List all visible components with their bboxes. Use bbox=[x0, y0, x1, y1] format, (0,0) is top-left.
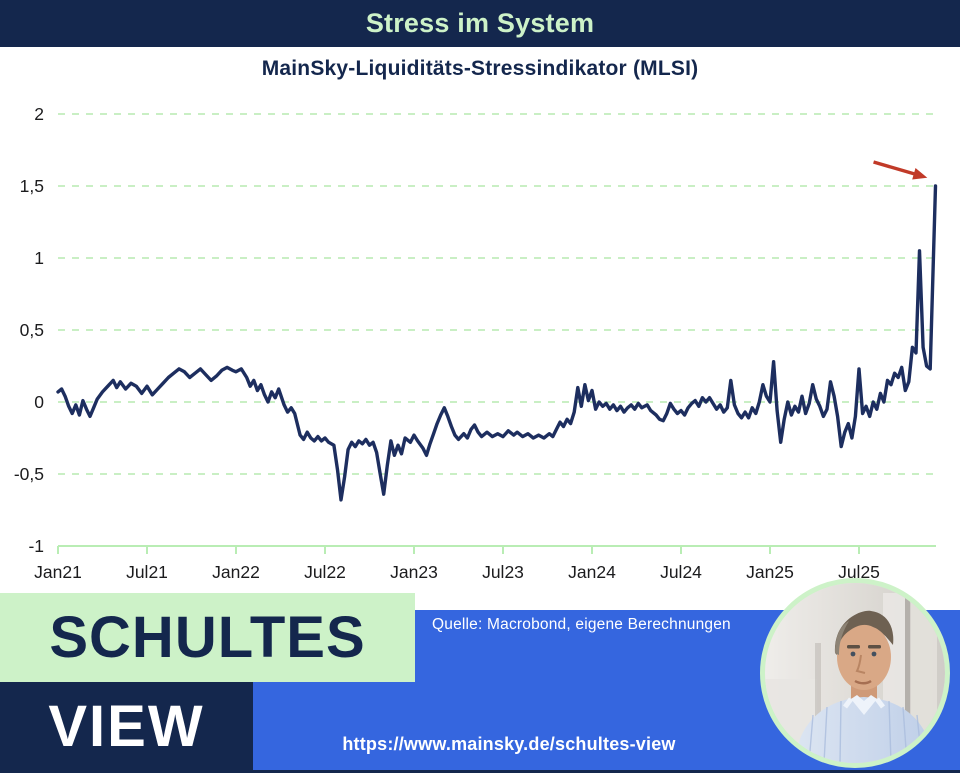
portrait-illustration bbox=[765, 583, 945, 763]
x-tick-label: Jul23 bbox=[482, 562, 524, 582]
portrait-avatar bbox=[760, 578, 950, 768]
alert-arrowhead-icon bbox=[912, 168, 928, 180]
stress-line-chart: 2 1,5 1 0,5 0 -0,5 -1 Jan21 Jul21 Jan22 Jul22 Jan23… bbox=[14, 104, 938, 582]
x-tick-label: Jul25 bbox=[838, 562, 880, 582]
chart-subtitle: MainSky-Liquiditäts-Stressindikator (MLS… bbox=[261, 57, 699, 80]
x-tick-label: Jul21 bbox=[126, 562, 168, 582]
brand-view-block: VIEW bbox=[0, 682, 253, 770]
x-tick-label: Jan24 bbox=[568, 562, 616, 582]
x-tick-label: Jan25 bbox=[746, 562, 794, 582]
mlsi-series-line bbox=[56, 184, 938, 502]
portrait-person bbox=[795, 610, 933, 763]
bottom-border-strip bbox=[0, 770, 960, 773]
y-tick-label: 1 bbox=[34, 248, 44, 268]
y-tick-label: 1,5 bbox=[20, 176, 44, 196]
y-tick-label: -1 bbox=[28, 536, 44, 556]
x-tick-label: Jan21 bbox=[34, 562, 82, 582]
x-tick-label: Jan22 bbox=[212, 562, 260, 582]
x-tick-label: Jul22 bbox=[304, 562, 346, 582]
brand-url-link[interactable]: https://www.mainsky.de/schultes-view bbox=[342, 734, 676, 754]
source-note: Quelle: Macrobond, eigene Berechnungen bbox=[432, 616, 731, 633]
brand-view-label: VIEW bbox=[48, 693, 205, 759]
page-title: Stress im System bbox=[365, 8, 595, 38]
brand-schultes-label: SCHULTES bbox=[49, 605, 366, 670]
y-tick-label: 2 bbox=[34, 104, 44, 124]
y-tick-label: 0,5 bbox=[20, 320, 44, 340]
y-tick-label: -0,5 bbox=[14, 464, 44, 484]
brand-schultes-block: SCHULTES bbox=[0, 593, 415, 682]
y-tick-label: 0 bbox=[34, 392, 44, 412]
x-tick-label: Jul24 bbox=[660, 562, 702, 582]
alert-arrow-icon bbox=[873, 160, 923, 178]
title-bar: Stress im System bbox=[0, 0, 960, 47]
x-tick-label: Jan23 bbox=[390, 562, 438, 582]
